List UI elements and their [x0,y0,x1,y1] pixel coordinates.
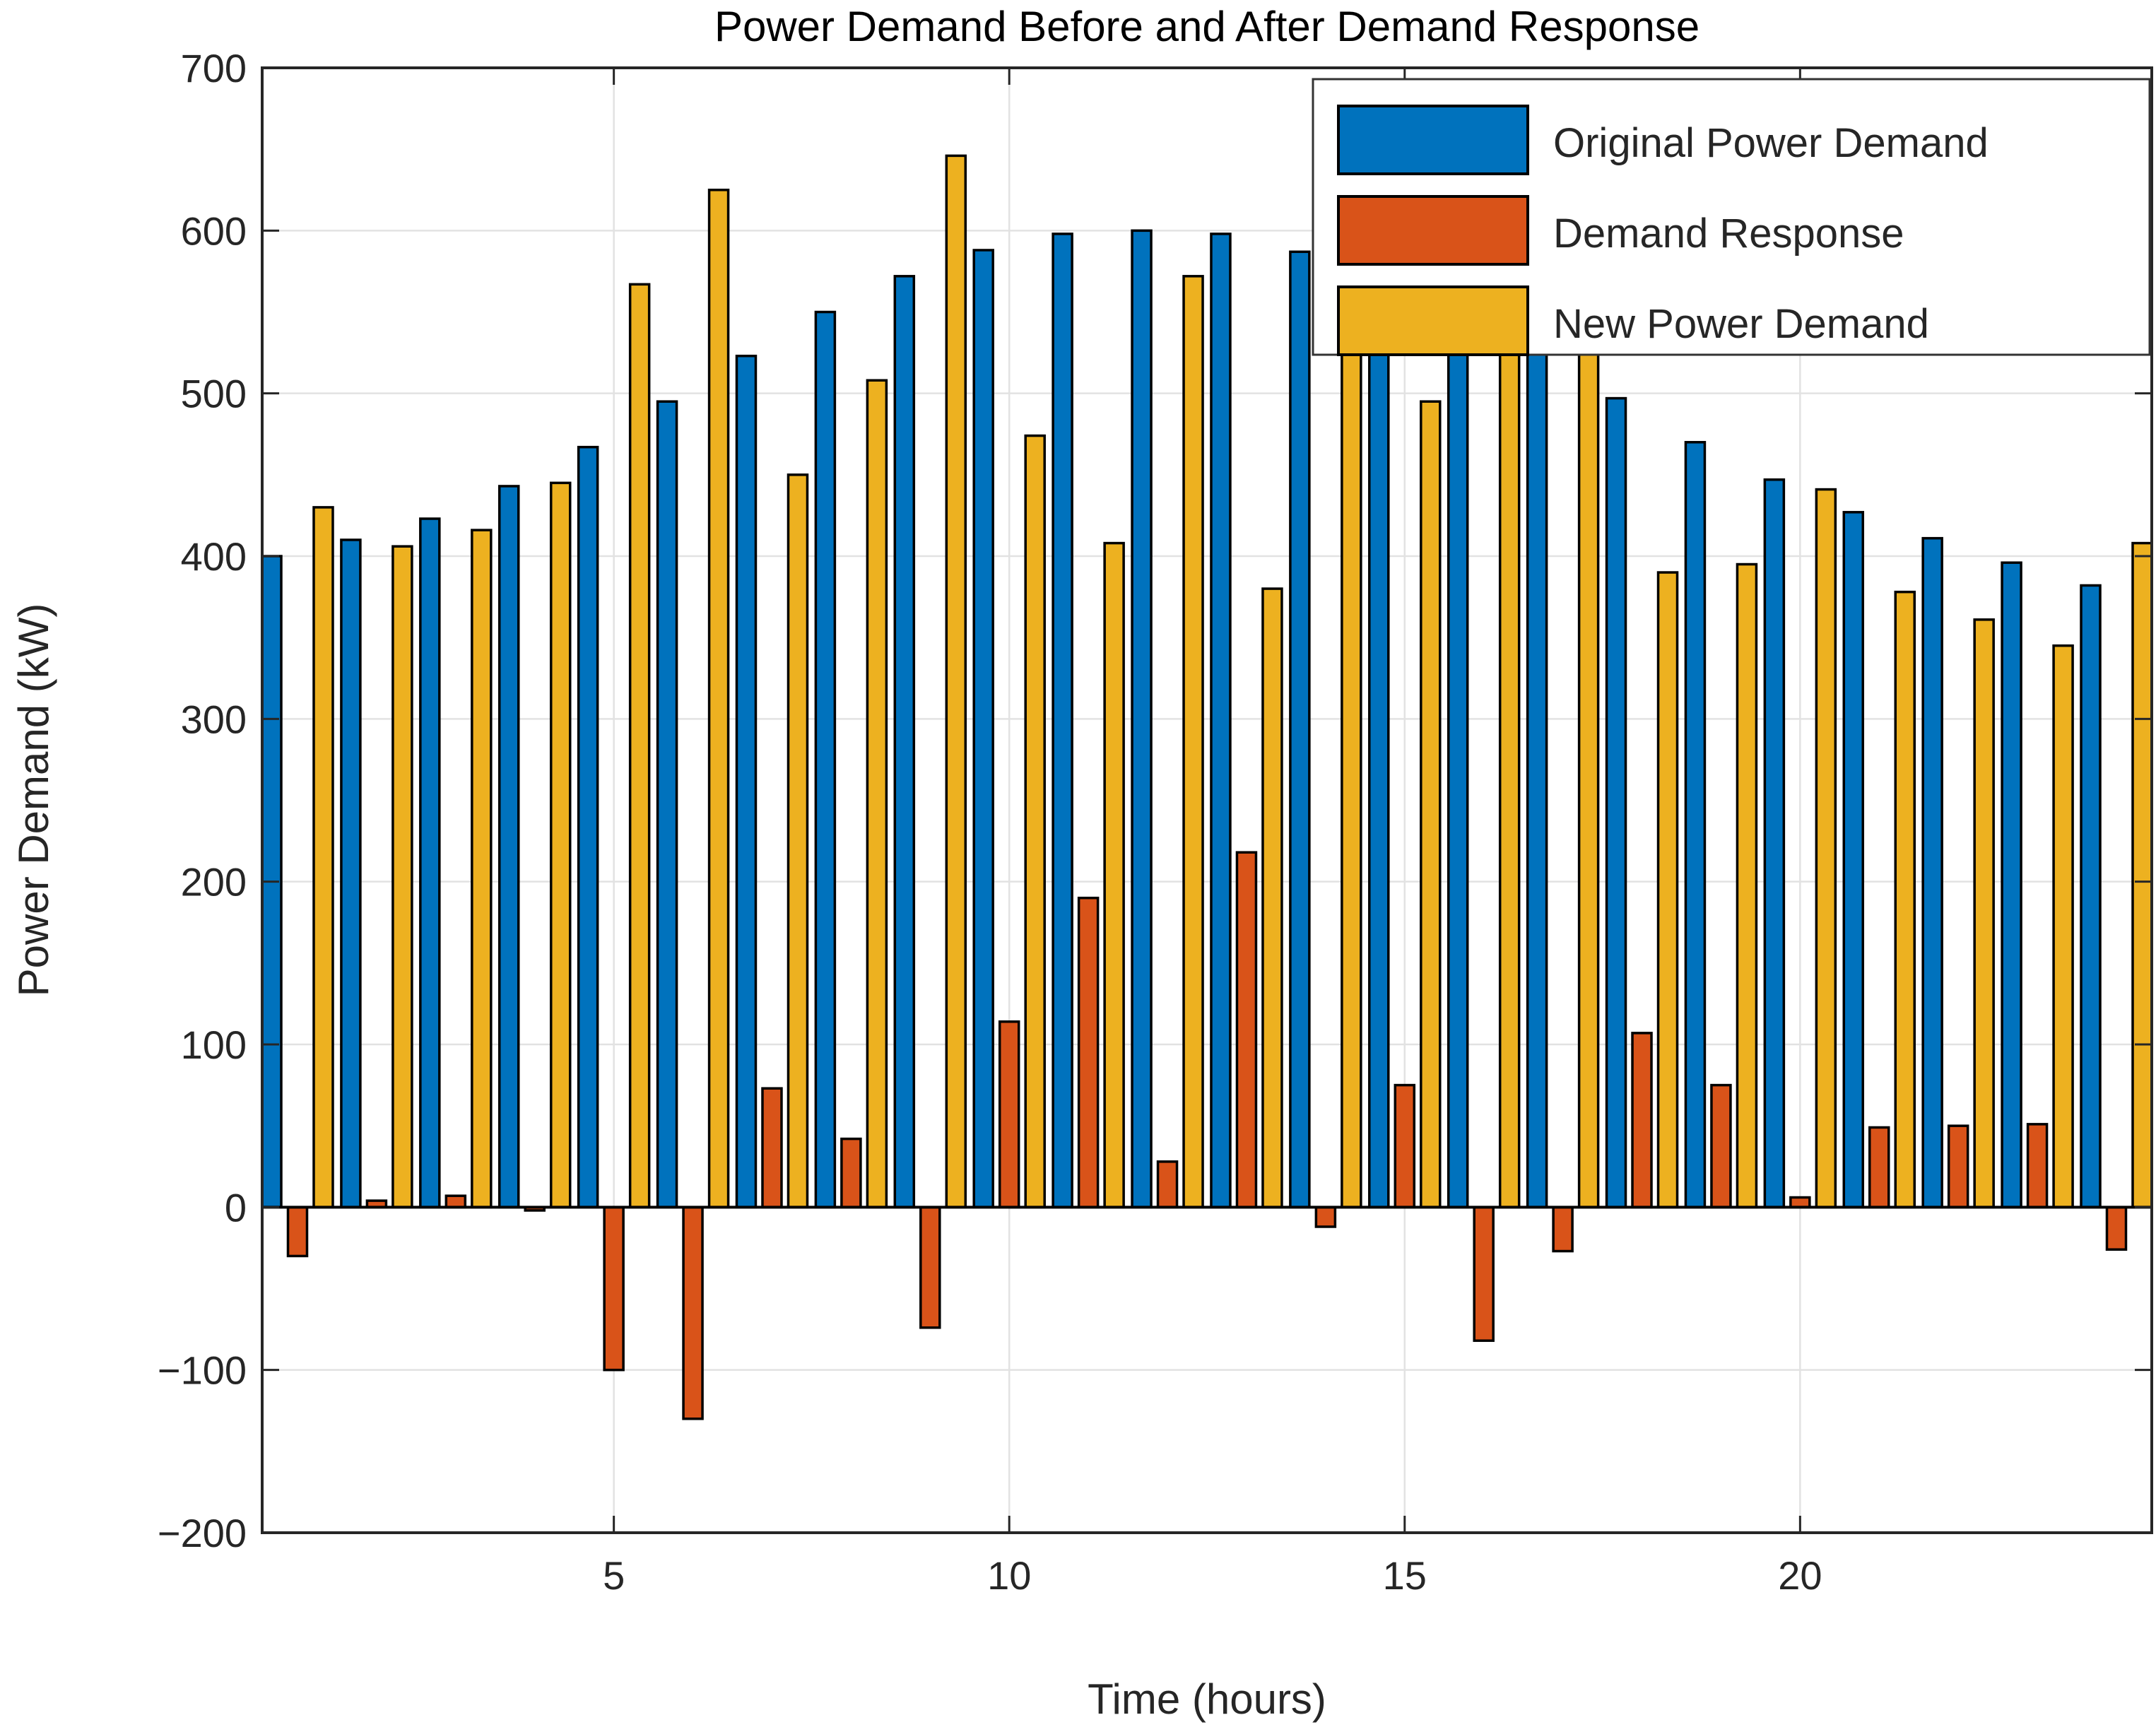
legend-swatch-3 [1337,285,1529,356]
bar-new-power-demand-hour-10 [1024,434,1046,1209]
bar-new-power-demand-hour-4 [549,481,572,1209]
x-tick-label: 10 [987,1553,1031,1598]
bar-new-power-demand-hour-5 [628,283,651,1209]
bar-original-power-demand-hour-17 [1526,351,1548,1209]
bar-demand-response-hour-23 [2026,1123,2049,1209]
bar-new-power-demand-hour-3 [471,529,493,1209]
bar-new-power-demand-hour-2 [391,545,413,1209]
y-tick-label: 700 [181,46,247,90]
y-tick-label: 300 [181,697,247,741]
bar-original-power-demand-hour-7 [735,354,758,1209]
y-tick-label: 600 [181,208,247,253]
bar-demand-response-hour-3 [444,1194,467,1209]
bar-demand-response-hour-8 [840,1137,862,1209]
bar-original-power-demand-hour-9 [893,275,916,1209]
legend: Original Power Demand Demand Response New … [1312,78,2151,356]
bar-original-power-demand-hour-18 [1605,396,1627,1209]
bar-new-power-demand-hour-19 [1736,562,1758,1209]
bar-new-power-demand-hour-1 [312,506,334,1209]
bar-new-power-demand-hour-16 [1498,185,1521,1209]
bar-demand-response-hour-21 [1868,1126,1890,1209]
bar-demand-response-hour-20 [1789,1196,1811,1209]
bar-original-power-demand-hour-2 [340,538,362,1209]
x-tick-label: 20 [1778,1553,1822,1598]
bar-original-power-demand-hour-24 [2080,584,2102,1209]
bar-original-power-demand-hour-14 [1289,250,1311,1209]
legend-label-2: Demand Response [1553,211,1904,257]
bar-new-power-demand-hour-14 [1341,230,1362,1209]
bar-new-power-demand-hour-15 [1420,400,1442,1209]
bar-demand-response-hour-17 [1552,1206,1574,1253]
bar-new-power-demand-hour-8 [866,379,888,1209]
bar-new-power-demand-hour-21 [1894,590,1916,1209]
bar-original-power-demand-hour-6 [656,400,678,1209]
bar-demand-response-hour-6 [682,1206,704,1420]
bar-original-power-demand-hour-15 [1368,278,1390,1209]
plot-box [261,66,2153,1534]
bar-new-power-demand-hour-18 [1656,571,1679,1209]
x-tick-label: 5 [603,1553,625,1598]
bar-new-power-demand-hour-17 [1577,307,1600,1209]
y-tick-label: 0 [225,1185,247,1230]
bar-new-power-demand-hour-23 [2052,644,2074,1209]
bar-demand-response-hour-1 [286,1206,309,1258]
bar-demand-response-hour-10 [998,1020,1020,1209]
bar-original-power-demand-hour-19 [1684,441,1707,1209]
bar-demand-response-hour-11 [1077,896,1100,1209]
legend-swatch-2 [1337,195,1529,266]
y-tick-label: 500 [181,372,247,416]
bar-demand-response-hour-24 [2105,1206,2128,1251]
bar-new-power-demand-hour-6 [707,189,730,1209]
bar-demand-response-hour-14 [1314,1206,1337,1228]
bar-original-power-demand-hour-16 [1447,319,1469,1209]
y-tick-label: 200 [181,860,247,905]
x-tick-label: 15 [1383,1553,1427,1598]
bar-original-power-demand-hour-21 [1842,511,1865,1209]
bar-new-power-demand-hour-24 [2131,541,2153,1209]
bar-demand-response-hour-16 [1473,1206,1495,1342]
bar-new-power-demand-hour-22 [1973,618,1995,1209]
bar-original-power-demand-hour-20 [1763,478,1786,1209]
bar-demand-response-hour-13 [1235,851,1258,1209]
bar-demand-response-hour-18 [1631,1032,1653,1209]
y-tick-label: −200 [158,1511,247,1555]
bar-demand-response-hour-5 [603,1206,625,1372]
bar-new-power-demand-hour-9 [945,154,967,1209]
bar-original-power-demand-hour-13 [1210,232,1232,1209]
bar-demand-response-hour-15 [1394,1083,1416,1209]
bar-original-power-demand-hour-4 [497,485,520,1209]
tick-labels: −200 −100 0 100 200 300 400 500 600 700 5 10 15 20 [158,46,1822,1598]
y-tick-label: 100 [181,1023,247,1067]
chart-title: Power Demand Before and After Demand Res… [714,3,1700,50]
x-axis-label: Time (hours) [1088,1675,1326,1723]
bar-original-power-demand-hour-12 [1131,229,1153,1209]
bar-new-power-demand-hour-7 [787,473,809,1209]
bar-original-power-demand-hour-11 [1052,232,1073,1209]
bar-original-power-demand-hour-23 [2001,561,2022,1209]
bar-demand-response-hour-12 [1156,1160,1179,1209]
bar-demand-response-hour-7 [761,1087,783,1209]
bar-new-power-demand-hour-11 [1103,541,1125,1209]
legend-swatch-1 [1337,105,1529,175]
bar-new-power-demand-hour-13 [1261,587,1283,1209]
legend-label-1: Original Power Demand [1553,120,1989,166]
bar-original-power-demand-hour-10 [972,249,994,1209]
bar-original-power-demand-hour-22 [1921,536,1943,1209]
legend-label-3: New Power Demand [1553,301,1929,347]
bar-demand-response-hour-19 [1710,1083,1732,1209]
bar-demand-response-hour-22 [1947,1124,1969,1209]
bar-original-power-demand-hour-3 [419,517,441,1209]
y-tick-label: 400 [181,534,247,579]
bars [261,154,2153,1420]
bar-original-power-demand-hour-5 [577,445,599,1209]
bar-new-power-demand-hour-20 [1815,488,1837,1209]
bar-demand-response-hour-9 [919,1206,941,1329]
bar-new-power-demand-hour-12 [1182,275,1204,1209]
y-axis-label: Power Demand (kW) [10,603,57,997]
grid-lines [262,66,2152,1534]
bar-original-power-demand-hour-8 [814,310,837,1209]
y-tick-label: −100 [158,1348,247,1393]
